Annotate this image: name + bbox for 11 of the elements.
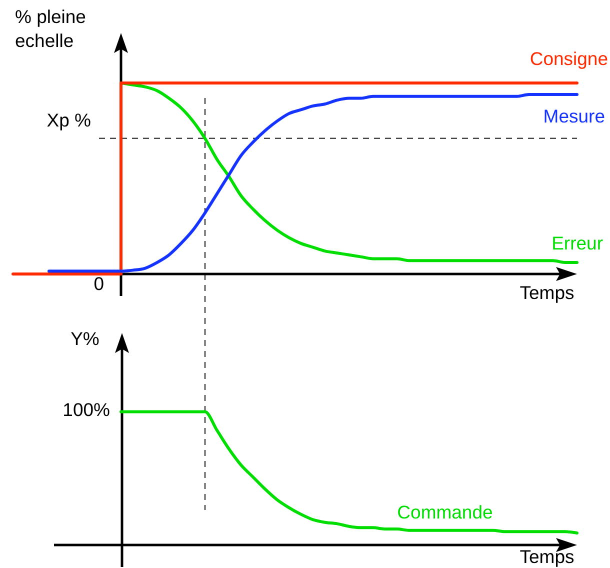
y-axis-title: % pleine echelle (15, 6, 86, 51)
annotation: 0 (94, 273, 104, 294)
ref-line-label: Xp % (46, 109, 91, 130)
annotation: 100% (62, 399, 110, 420)
series-label: Erreur (552, 232, 603, 254)
series-label: Commande (397, 501, 493, 522)
x-axis-title: Temps (520, 282, 574, 303)
x-axis-title: Temps (520, 546, 574, 567)
series-label: Consigne (530, 48, 608, 69)
y-axis-title: Y% (70, 328, 100, 349)
series-label: Mesure (543, 105, 605, 126)
